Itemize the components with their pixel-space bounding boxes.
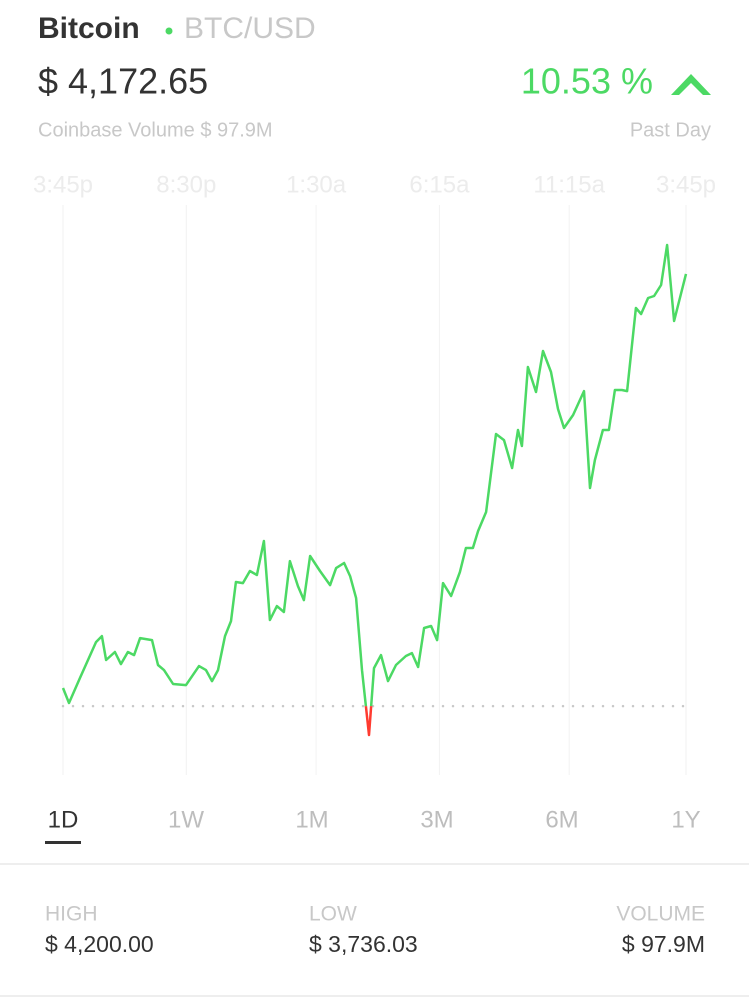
range-tab[interactable]: 1Y (671, 806, 700, 833)
x-tick-label: 8:30p (156, 171, 216, 198)
range-tabs: 1D 1W 1M 3M 6M 1Y (45, 806, 701, 844)
period-label: Past Day (630, 119, 711, 141)
stats: HIGH $ 4,200.00 LOW $ 3,736.03 VOLUME $ 97.9M (45, 903, 705, 958)
x-tick-label: 6:15a (409, 171, 470, 198)
x-tick-label: 1:30a (286, 171, 347, 198)
stat-value: $ 3,736.03 (309, 931, 418, 957)
range-tab[interactable]: 6M (545, 806, 578, 833)
stat-label: HIGH (45, 903, 98, 926)
price-line (61, 243, 688, 707)
x-tick-label: 3:45p (656, 171, 716, 198)
stat-value: $ 97.9M (622, 931, 705, 957)
tab-underline (45, 841, 81, 844)
price-change: 10.53 % (521, 61, 653, 102)
stat-label: VOLUME (616, 903, 705, 926)
current-price: $ 4,172.65 (38, 61, 208, 102)
stat-label: LOW (309, 903, 357, 926)
up-arrow-icon (671, 74, 711, 95)
volume-note: Coinbase Volume $ 97.9M (38, 119, 273, 141)
coin-pair: BTC/USD (184, 12, 316, 45)
range-tab[interactable]: 3M (420, 806, 453, 833)
x-tick-label: 11:15a (533, 171, 605, 198)
range-tab[interactable]: 1M (295, 806, 328, 833)
separator-dot (165, 27, 173, 35)
x-tick-label: 3:45p (33, 171, 93, 198)
range-tab[interactable]: 1W (168, 806, 204, 833)
stat-value: $ 4,200.00 (45, 931, 154, 957)
price-chart: 3:45p 8:30p 1:30a 6:15a 11:15a 3:45p (33, 171, 716, 775)
range-tab[interactable]: 1D (48, 806, 79, 833)
coin-name: Bitcoin (38, 12, 140, 45)
